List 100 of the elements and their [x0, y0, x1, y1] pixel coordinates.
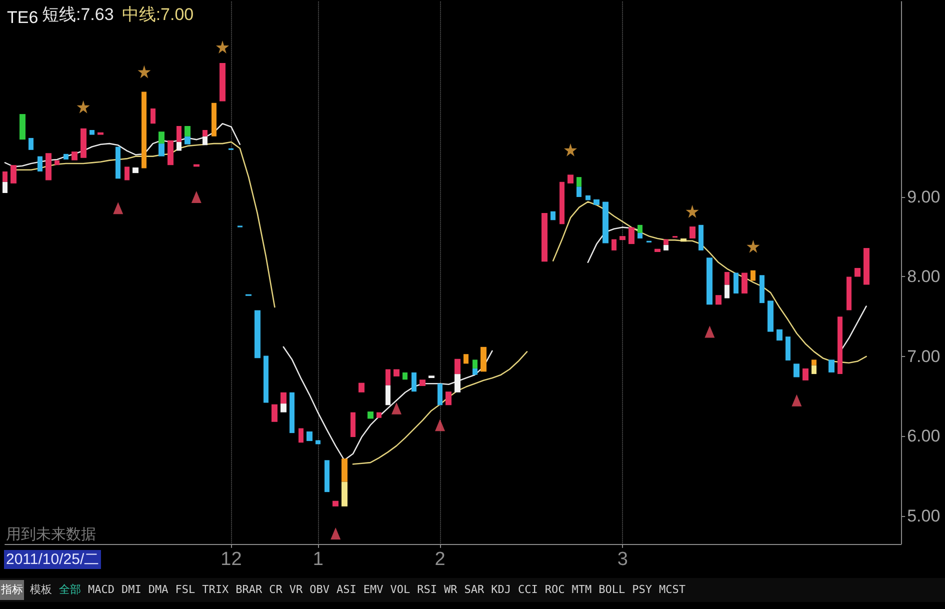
text: PSY: [631, 582, 653, 598]
text: KDJ: [490, 582, 512, 598]
candlestick: [280, 392, 286, 404]
y-tick-label: 7.00: [907, 346, 940, 366]
point: [330, 528, 341, 540]
point: [216, 40, 229, 54]
candlestick: [776, 329, 782, 341]
candlestick: [846, 276, 852, 310]
text: VR: [288, 582, 304, 598]
candlestick: [576, 177, 582, 187]
candlestick: [124, 166, 130, 180]
candlestick: [664, 239, 668, 245]
candlestick: [550, 211, 556, 220]
candlestick: [664, 244, 668, 250]
candlestick: [324, 460, 330, 492]
text: TRIX: [201, 582, 230, 598]
candlestick: [586, 195, 590, 200]
text: 短线:7.63: [42, 4, 114, 25]
candlestick: [854, 268, 860, 277]
candlestick: [594, 199, 600, 205]
y-tick-label: 9.00: [907, 187, 940, 206]
text: FSL: [174, 582, 196, 598]
candlestick: [724, 284, 730, 298]
text: CCI: [517, 582, 539, 598]
y-tick-label: 8.00: [907, 267, 940, 286]
y-tick-label: 6.00: [907, 426, 940, 446]
candlestick: [158, 144, 164, 156]
candlestick: [20, 114, 26, 140]
candlestick: [786, 336, 790, 360]
candlestick: [864, 248, 870, 285]
y-tick-label: 5.00: [907, 506, 940, 526]
candlestick: [142, 92, 146, 168]
text: OBV: [308, 582, 330, 598]
candlestick: [376, 412, 382, 418]
candlestick: [316, 440, 320, 444]
x-tick-label: 3: [617, 548, 628, 570]
candlestick: [472, 360, 478, 368]
candlestick: [760, 275, 764, 304]
candlestick: [2, 171, 8, 182]
point: [792, 394, 802, 406]
candlestick: [202, 130, 208, 136]
text: DMI: [120, 582, 142, 598]
candlestick: [438, 384, 442, 406]
candlestick: [2, 182, 8, 193]
candlestick: [290, 392, 294, 434]
candlestick: [838, 316, 842, 374]
candlestick: [80, 128, 86, 158]
candlestick: [368, 412, 374, 419]
candlestick: [386, 385, 390, 406]
text: VOL: [389, 582, 412, 598]
candlestick: [654, 248, 660, 252]
candlestick: [212, 102, 216, 136]
text: 模板: [29, 582, 53, 598]
candlestick: [812, 365, 816, 374]
candlestick: [794, 364, 800, 378]
point: [564, 143, 577, 156]
candlestick: [568, 174, 574, 184]
candlestick: [332, 500, 338, 506]
candlestick: [428, 376, 434, 378]
text: 指标: [0, 580, 24, 600]
text: MTM: [570, 582, 593, 598]
candlestick: [98, 132, 104, 135]
point: [392, 402, 402, 414]
text: BRAR: [234, 582, 264, 598]
candlestick: [54, 160, 60, 166]
candlestick: [116, 146, 120, 179]
x-tick-label: 2: [434, 548, 446, 570]
candlestick: [150, 108, 156, 124]
candlestick: [612, 239, 616, 250]
text: MCST: [658, 582, 686, 598]
candlestick: [620, 236, 626, 240]
point: [704, 326, 715, 338]
candlestick: [724, 272, 730, 285]
text: 中线:7.00: [122, 4, 194, 25]
candlestick: [132, 167, 138, 174]
candlestick: [10, 165, 16, 184]
candlestick: [412, 372, 416, 392]
x-tick-label: 1: [312, 548, 324, 570]
candlestick: [264, 356, 268, 403]
candlestick: [46, 153, 52, 180]
candlestick: [176, 126, 182, 142]
candlestick: [254, 310, 260, 358]
candlestick: [716, 295, 722, 305]
candlestick: [638, 224, 642, 233]
candlestick: [358, 382, 364, 392]
point: [138, 65, 151, 78]
candlestick: [298, 428, 304, 443]
candlestick: [386, 369, 390, 386]
candlestick: [812, 360, 816, 366]
candlestick: [72, 152, 78, 160]
candlestick: [38, 156, 42, 172]
text: WR: [443, 582, 458, 598]
candlestick: [706, 258, 712, 305]
annotation: 用到未来数据: [6, 526, 96, 544]
candlestick: [64, 154, 68, 160]
text: RSI: [416, 582, 438, 598]
point: [686, 204, 699, 218]
candlestick: [602, 202, 608, 244]
candlestick: [28, 138, 34, 150]
candlestick: [158, 132, 164, 144]
